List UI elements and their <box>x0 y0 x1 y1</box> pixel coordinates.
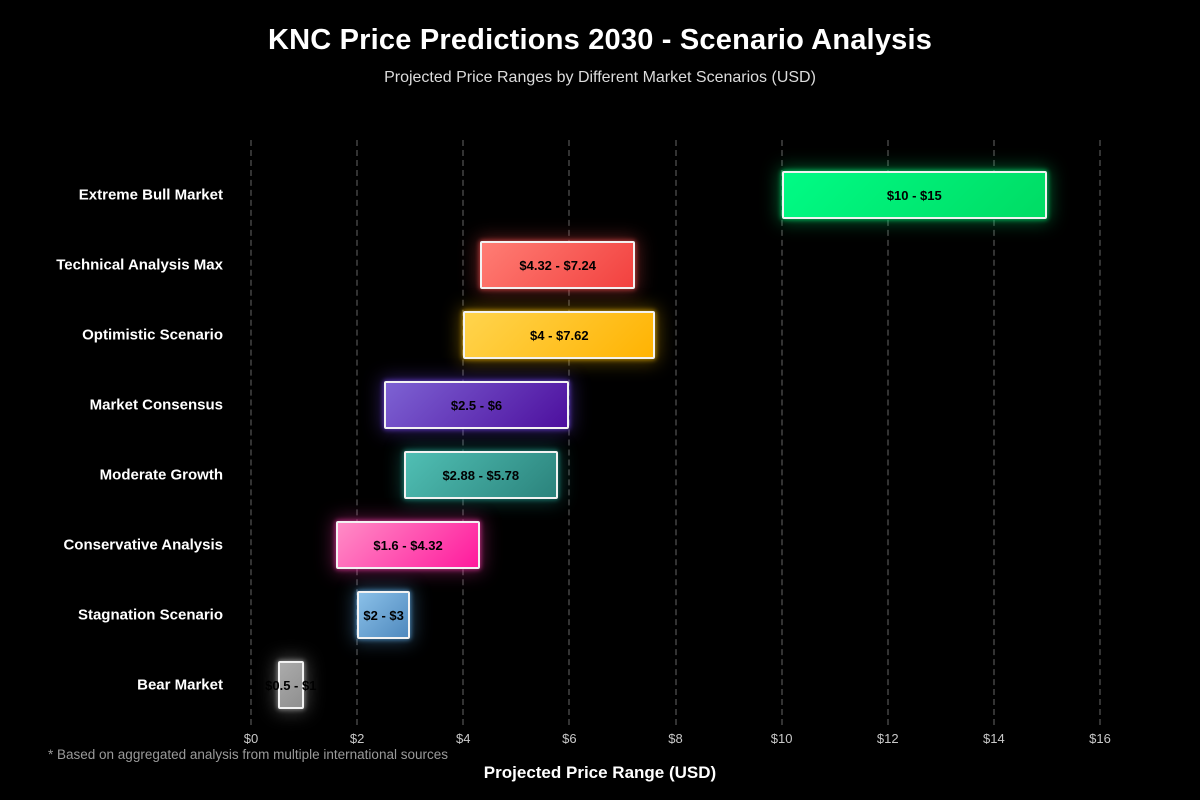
x-tick-label: $0 <box>243 731 259 746</box>
bar-value-label: $2 - $3 <box>363 607 404 623</box>
gridline <box>780 140 783 725</box>
category-label: Moderate Growth <box>99 466 223 484</box>
category-label: Optimistic Scenario <box>82 326 223 344</box>
gridline <box>674 140 677 725</box>
range-bar: $0.5 - $1 <box>265 661 316 709</box>
category-label: Technical Analysis Max <box>56 256 223 274</box>
category-label: Bear Market <box>137 676 223 694</box>
range-bar: $2 - $3 <box>357 591 411 639</box>
bar-value-label: $2.5 - $6 <box>450 397 503 413</box>
gridline <box>462 140 465 725</box>
gridline <box>886 140 889 725</box>
category-label: Stagnation Scenario <box>77 606 223 624</box>
gridline <box>356 140 359 725</box>
bar-value-label: $2.88 - $5.78 <box>442 467 520 483</box>
bar-value-label: $1.6 - $4.32 <box>373 537 443 553</box>
category-label: Market Consensus <box>89 396 223 414</box>
chart-subtitle: Projected Price Ranges by Different Mark… <box>384 69 816 86</box>
gridline <box>992 140 995 725</box>
x-tick-label: $12 <box>876 731 899 746</box>
range-bar: $1.6 - $4.32 <box>335 521 481 569</box>
range-bar: $2.88 - $5.78 <box>403 451 558 499</box>
x-tick-label: $16 <box>1089 731 1111 746</box>
range-bar: $4.32 - $7.24 <box>480 241 636 289</box>
bar-value-label: $4.32 - $7.24 <box>519 257 596 273</box>
gridline <box>250 140 252 725</box>
x-tick-label: $8 <box>668 731 683 746</box>
x-tick-label: $14 <box>983 731 1005 746</box>
bar-value-label: $0.5 - $1 <box>265 677 317 693</box>
range-bar: $4 - $7.62 <box>463 311 656 359</box>
category-label: Extreme Bull Market <box>78 186 223 204</box>
chart-title: KNC Price Predictions 2030 - Scenario An… <box>267 24 933 56</box>
bar-value-label: $4 - $7.62 <box>530 327 589 343</box>
gridline <box>568 140 571 725</box>
x-tick-label: $4 <box>456 731 471 746</box>
x-tick-label: $6 <box>562 731 577 746</box>
x-tick-label: $2 <box>349 731 365 746</box>
category-label: Conservative Analysis <box>63 536 223 554</box>
x-axis-label: Projected Price Range (USD) <box>483 763 717 782</box>
range-bar: $10 - $15 <box>781 171 1047 219</box>
gridline <box>1099 140 1101 725</box>
x-tick-label: $10 <box>770 731 793 746</box>
range-bar: $2.5 - $6 <box>383 381 570 429</box>
bar-value-label: $10 - $15 <box>886 187 942 203</box>
source-footnote: * Based on aggregated analysis from mult… <box>48 747 448 762</box>
